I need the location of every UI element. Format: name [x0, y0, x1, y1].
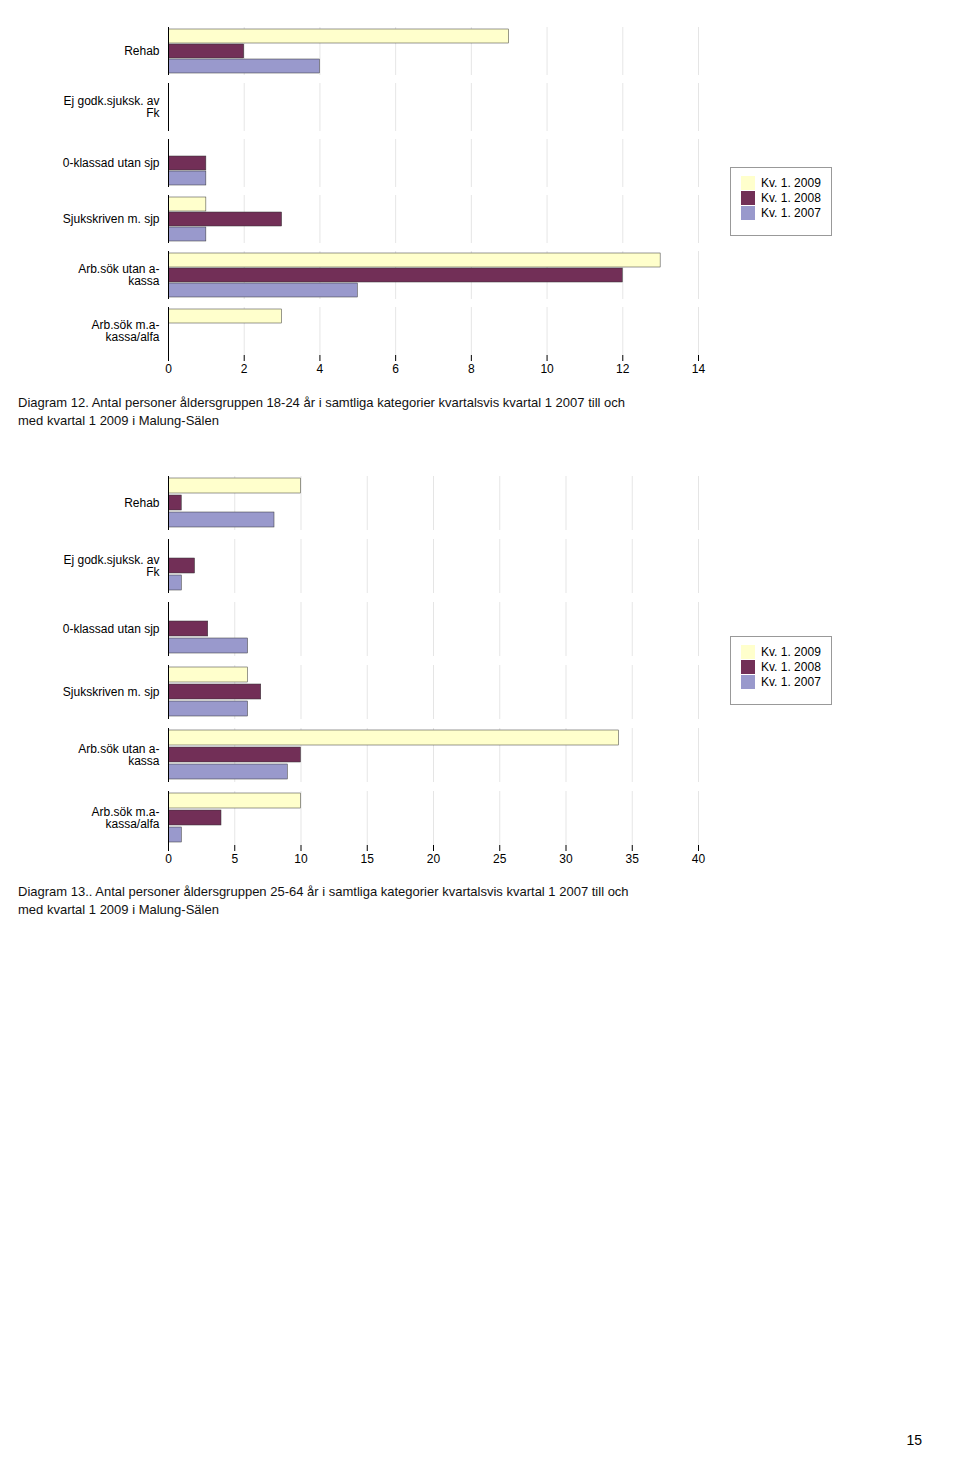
svg-text:5: 5 [231, 852, 238, 866]
html-text:Diagram 12. Antal personer åld: Diagram 12. Antal personer åldersgruppen… [18, 395, 625, 428]
svg-text:Ej godk.sjuksk. avFk: Ej godk.sjuksk. avFk [63, 553, 160, 579]
svg-text:0-klassad utan sjp: 0-klassad utan sjp [63, 156, 160, 170]
svg-text:10: 10 [294, 852, 308, 866]
svg-text:35: 35 [626, 852, 640, 866]
svg-text:6: 6 [392, 362, 399, 376]
svg-text:0-klassad utan sjp: 0-klassad utan sjp [63, 622, 160, 636]
svg-text:25: 25 [493, 852, 507, 866]
svg-text:Arb.sök utan a-kassa: Arb.sök utan a-kassa [78, 742, 160, 768]
html-text:Kv. 1. 2009: Kv. 1. 2009 [761, 175, 821, 190]
svg-text:Sjukskriven m. sjp: Sjukskriven m. sjp [63, 685, 160, 699]
html-text:Kv. 1. 2007: Kv. 1. 2007 [761, 674, 821, 689]
svg-text:40: 40 [692, 852, 706, 866]
html-text:Kv. 1. 2008: Kv. 1. 2008 [761, 659, 821, 674]
svg-text:15: 15 [361, 852, 375, 866]
svg-text:Ej godk.sjuksk. avFk: Ej godk.sjuksk. avFk [63, 94, 160, 120]
html-text:Kv. 1. 2008: Kv. 1. 2008 [761, 190, 821, 205]
svg-text:30: 30 [559, 852, 573, 866]
svg-text:12: 12 [616, 362, 630, 376]
svg-text:2: 2 [241, 362, 248, 376]
html-text:Kv. 1. 2009: Kv. 1. 2009 [761, 644, 821, 659]
svg-text:10: 10 [540, 362, 554, 376]
svg-text:Sjukskriven m. sjp: Sjukskriven m. sjp [63, 212, 160, 226]
svg-text:Rehab: Rehab [124, 496, 160, 510]
svg-text:Arb.sök m.a-kassa/alfa: Arb.sök m.a-kassa/alfa [91, 318, 159, 344]
svg-text:Rehab: Rehab [124, 44, 160, 58]
svg-text:8: 8 [468, 362, 475, 376]
html-text:15: 15 [906, 1432, 922, 1448]
html-text:Kv. 1. 2007: Kv. 1. 2007 [761, 205, 821, 220]
html-text:Diagram 13.. Antal personer ål: Diagram 13.. Antal personer åldersgruppe… [18, 884, 629, 917]
svg-text:4: 4 [317, 362, 324, 376]
svg-text:Arb.sök m.a-kassa/alfa: Arb.sök m.a-kassa/alfa [91, 805, 159, 831]
svg-text:14: 14 [692, 362, 706, 376]
svg-text:20: 20 [427, 852, 441, 866]
svg-text:0: 0 [165, 852, 172, 866]
svg-text:0: 0 [165, 362, 172, 376]
svg-text:Arb.sök utan a-kassa: Arb.sök utan a-kassa [78, 262, 160, 288]
